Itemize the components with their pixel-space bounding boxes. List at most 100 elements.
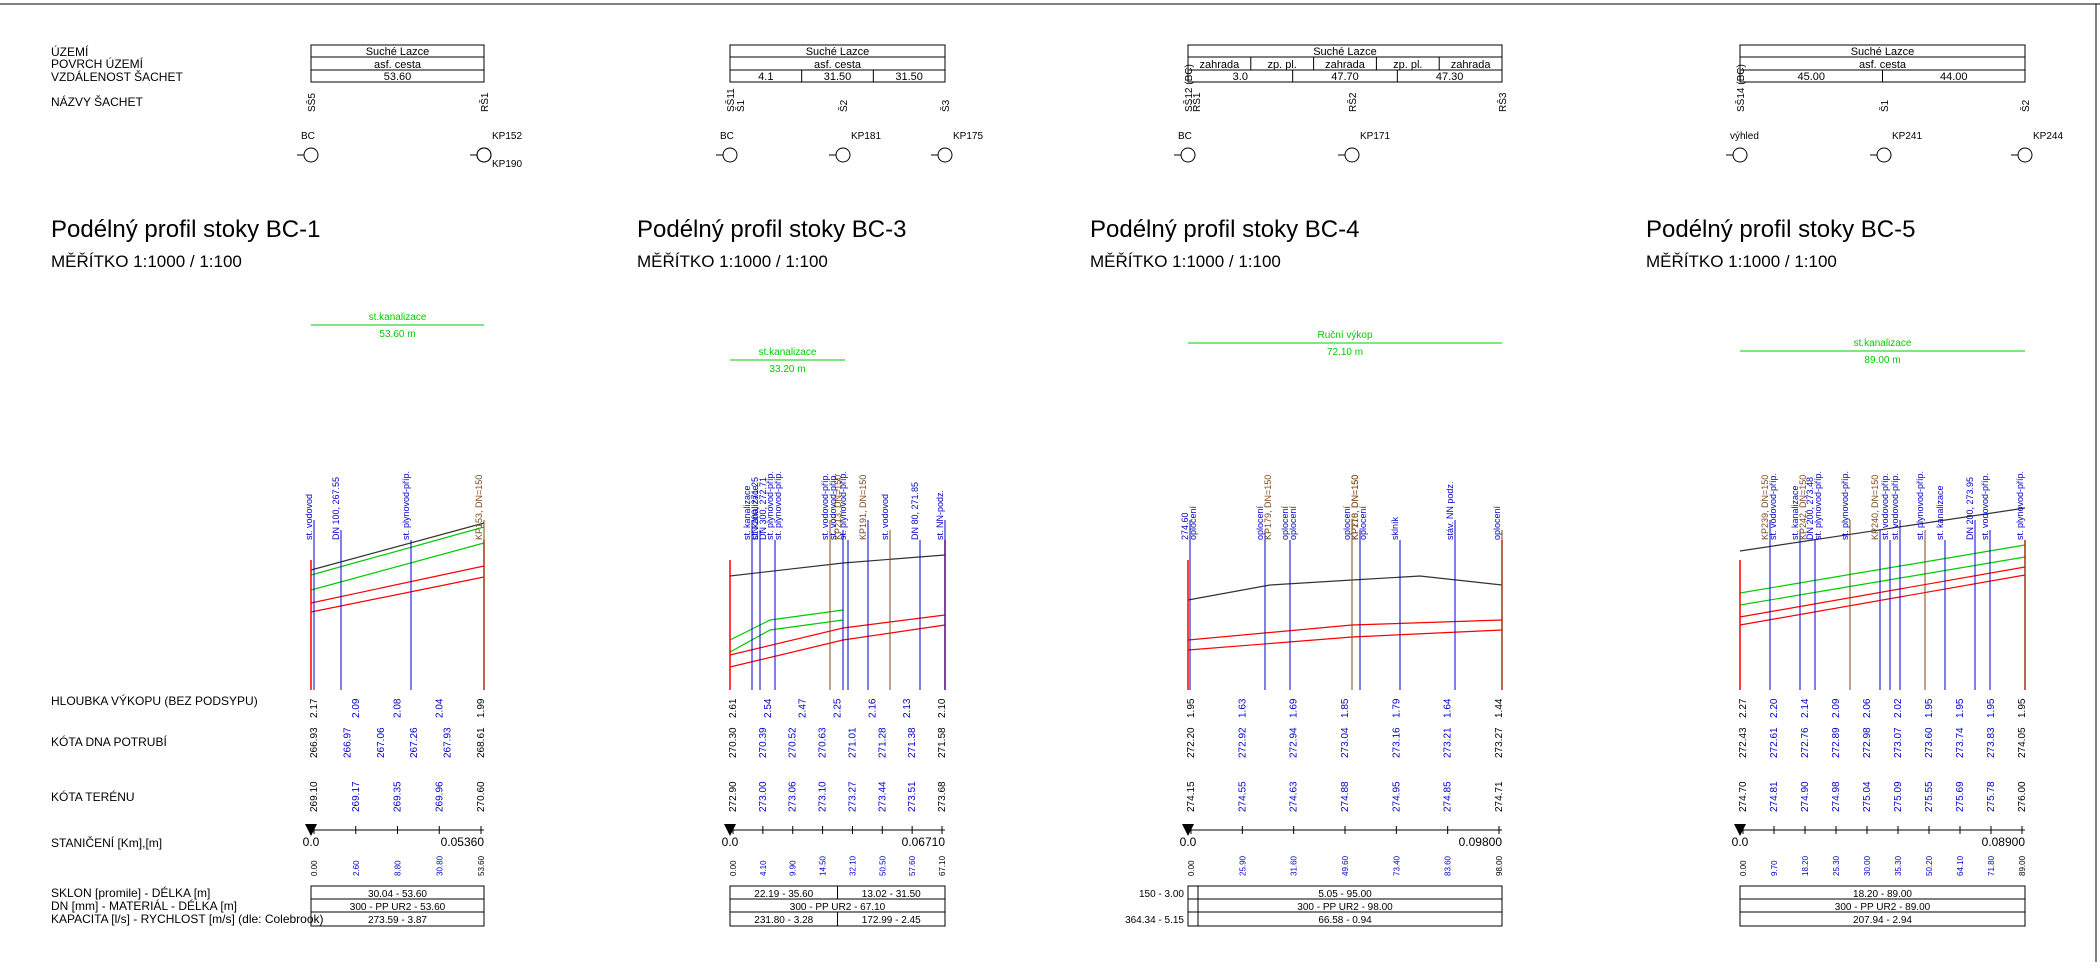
utility-label: oplocení	[1342, 505, 1352, 540]
utility-label: sklník	[1390, 516, 1400, 540]
kota-terenu-value: 274.63	[1289, 781, 1300, 812]
pipe-line-green	[1739, 544, 2026, 594]
povrch-value: zahrada	[1451, 59, 1492, 71]
kapacita-value: 364.34 - 5.15	[1125, 915, 1184, 926]
station-value: 4.10	[759, 860, 768, 876]
station-value: 18.20	[1801, 855, 1810, 876]
hloubka-value: 2.04	[434, 698, 445, 718]
kota-dna-value: 272.43	[1738, 727, 1749, 758]
label-dn: DN [mm] - MATERIÁL - DÉLKA [m]	[51, 898, 237, 913]
kota-terenu-value: 273.51	[907, 781, 918, 812]
dimension-length: 53.60 m	[379, 329, 415, 340]
station-value: 50.20	[1925, 855, 1934, 876]
node-symbol	[1180, 147, 1196, 163]
kota-dna-value: 268.61	[476, 727, 487, 758]
kota-dna-value: 272.92	[1237, 727, 1248, 758]
utility-label: st. vodovod-příp.	[1890, 473, 1900, 540]
shaft-name: Š2	[2019, 99, 2032, 112]
kota-terenu-value: 274.15	[1186, 781, 1197, 812]
kota-dna-value: 271.58	[937, 727, 948, 758]
utility-label: oplocení	[1288, 505, 1298, 540]
chainage-start: 0.0	[303, 835, 320, 849]
kota-terenu-value: 274.88	[1340, 781, 1351, 812]
station-value: 0.00	[1187, 860, 1196, 876]
utility-label: st. plynovod-příp.	[765, 471, 775, 540]
header-frame	[1187, 44, 1503, 83]
kota-dna-value: 273.74	[1955, 727, 1966, 758]
row-labels-bottom: HLOUBKA VÝKOPU (BEZ PODSYPU) KÓTA DNA PO…	[51, 693, 324, 926]
sklon-value: 30.04 - 53.60	[368, 889, 427, 900]
chainage-start: 0.0	[1180, 835, 1197, 849]
profile-title: Podélný profil stoky BC-1	[51, 216, 320, 243]
hloubka-value: 1.95	[1186, 698, 1197, 718]
povrch-value: asf. cesta	[374, 59, 422, 71]
node-symbol	[476, 147, 492, 163]
uzemi-value: Suché Lazce	[1313, 46, 1377, 58]
dimension-label: Ruční výkop	[1317, 330, 1372, 341]
sklon-value: 5.05 - 95.00	[1318, 889, 1372, 900]
utility-label: KP178, DN=150	[1350, 475, 1360, 540]
node-symbol	[2017, 147, 2033, 163]
hydraulics-frame	[310, 885, 485, 927]
station-value: 49.60	[1341, 855, 1350, 876]
kota-terenu-value: 273.10	[818, 781, 829, 812]
kota-dna-value: 266.97	[342, 727, 353, 758]
station-value: 83.60	[1444, 855, 1453, 876]
hloubka-value: 1.95	[2017, 698, 2028, 718]
kota-dna-value: 266.93	[309, 727, 320, 758]
shaft-name: Š2	[837, 99, 850, 112]
utility-label: st. vodovod-příp.	[828, 473, 838, 540]
hloubka-value: 2.17	[309, 698, 320, 718]
hloubka-value: 2.10	[937, 698, 948, 718]
utility-label: KP153, DN=150	[474, 475, 484, 540]
utility-label: st. plynovod-příp.	[838, 471, 848, 540]
kota-terenu-value: 274.71	[1494, 781, 1505, 812]
dimension-length: 72.10 m	[1327, 347, 1363, 358]
kapacita-value: 66.58 - 0.94	[1318, 915, 1372, 926]
node-label: BC	[720, 131, 734, 142]
dn-value: 300 - PP UR2 - 98.00	[1297, 902, 1393, 913]
pipe-line-green	[729, 619, 844, 653]
label-staniceni: STANIČENÍ [Km],[m]	[51, 835, 162, 850]
dn-value: 300 - PP UR2 - 89.00	[1835, 902, 1931, 913]
row-labels-top: ÚZEMÍ POVRCH ÚZEMÍ VZDÁLENOST ŠACHET NÁZ…	[51, 44, 183, 109]
profile-scale: MĚŘÍTKO 1:1000 / 1:100	[1090, 252, 1281, 271]
hloubka-value: 1.95	[1924, 698, 1935, 718]
utility-label: oplocení	[1358, 505, 1368, 540]
utility-label: KP210, DN=150	[1350, 475, 1360, 540]
povrch-value: asf. cesta	[1859, 59, 1907, 71]
profile-title: Podélný profil stoky BC-5	[1646, 216, 1915, 243]
pipe-line-red	[729, 624, 946, 668]
hloubka-value: 1.85	[1340, 698, 1351, 718]
utility-label: KP179, DN=150	[1263, 475, 1273, 540]
shaft-name: SŠ5	[305, 93, 318, 112]
dimension-length: 33.20 m	[769, 364, 805, 375]
chainage-end: 0.05360	[441, 835, 485, 849]
node-label: BC	[1178, 131, 1192, 142]
kota-dna-value: 272.76	[1800, 727, 1811, 758]
kota-terenu-value: 273.44	[877, 781, 888, 812]
kapacita-value: 207.94 - 2.94	[1853, 915, 1912, 926]
kota-terenu-value: 269.96	[434, 781, 445, 812]
utility-label: oplocení	[1492, 505, 1502, 540]
node-symbol	[722, 147, 738, 163]
kota-dna-value: 270.52	[788, 727, 799, 758]
pipe-line-red	[1739, 574, 2026, 626]
hloubka-value: 2.02	[1893, 698, 1904, 718]
station-value: 31.60	[1290, 855, 1299, 876]
kota-dna-value: 270.63	[818, 727, 829, 758]
header-frame	[729, 44, 946, 83]
node-label: KP175	[953, 131, 983, 142]
utility-label: st. vodovod-příp.	[1768, 473, 1778, 540]
hloubka-value: 2.08	[393, 698, 404, 718]
hloubka-value: 2.06	[1862, 698, 1873, 718]
kota-terenu-value: 273.27	[847, 781, 858, 812]
shaft-name: Š1	[1878, 99, 1891, 112]
station-value: 57.60	[908, 855, 917, 876]
kota-dna-value: 272.20	[1186, 727, 1197, 758]
node-symbol	[1344, 147, 1360, 163]
vzdalenost-value: 31.50	[824, 71, 852, 83]
station-value: 53.60	[477, 855, 486, 876]
